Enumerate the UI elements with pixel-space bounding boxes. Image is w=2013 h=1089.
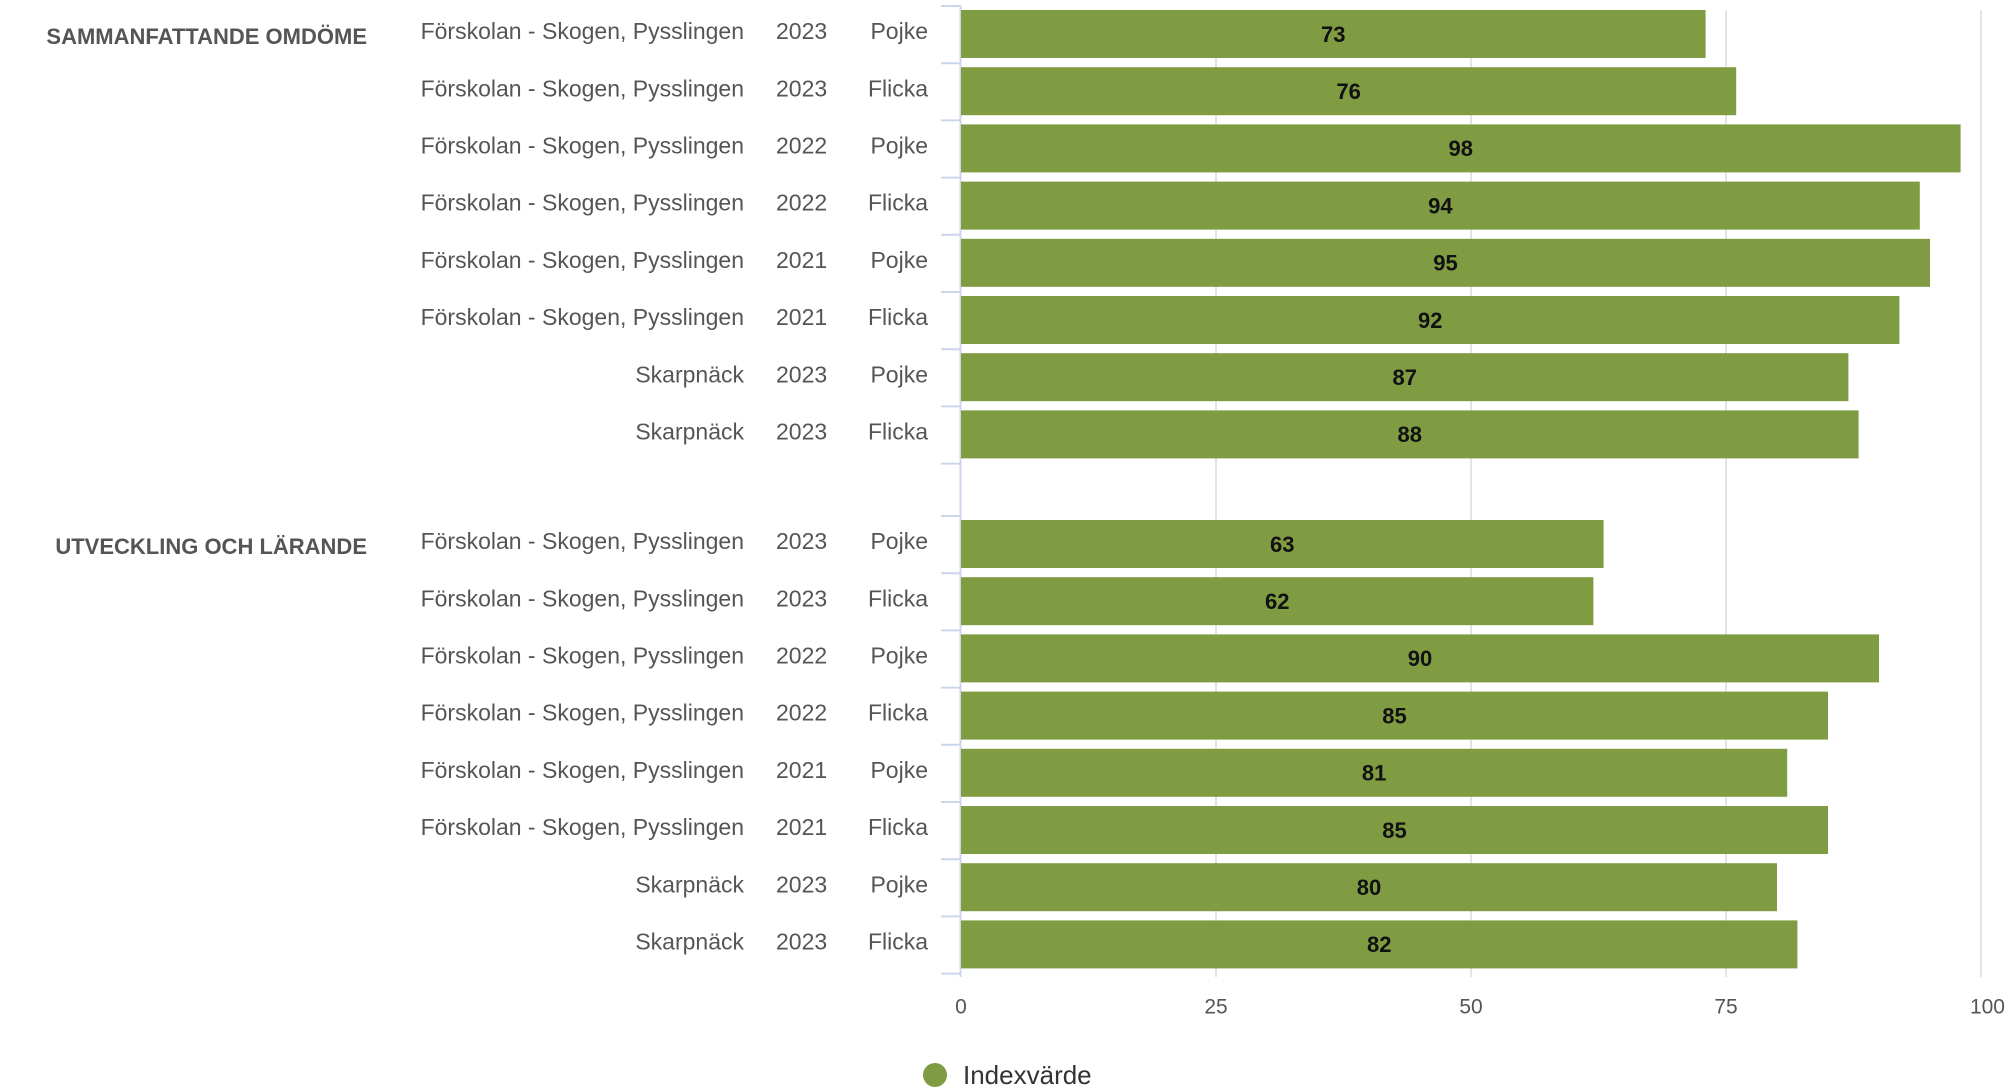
- bar: [961, 10, 1706, 58]
- category-label-year: 2023: [776, 75, 827, 101]
- data-label: 85: [1382, 703, 1406, 728]
- category-label-year: 2022: [776, 132, 827, 158]
- data-label: 94: [1428, 193, 1453, 218]
- bar: [961, 181, 1920, 230]
- data-label: 88: [1398, 422, 1422, 447]
- x-tick-label: 100: [1970, 996, 2005, 1019]
- category-label-gender: Pojke: [870, 247, 928, 273]
- bar: [961, 920, 1798, 969]
- category-label-unit: Förskolan - Skogen, Pysslingen: [421, 132, 744, 158]
- category-label-gender: Flicka: [868, 75, 928, 101]
- category-label-unit: Förskolan - Skogen, Pysslingen: [421, 528, 744, 554]
- x-tick-label: 25: [1204, 996, 1227, 1019]
- bar: [961, 296, 1900, 344]
- data-label: 73: [1321, 22, 1345, 47]
- data-label: 82: [1367, 932, 1391, 957]
- category-label-year: 2022: [776, 700, 827, 726]
- category-label-year: 2021: [776, 304, 827, 330]
- category-label-year: 2021: [776, 247, 827, 273]
- category-label-unit: Förskolan - Skogen, Pysslingen: [421, 304, 744, 330]
- data-label: 87: [1392, 365, 1416, 390]
- category-label-unit: Förskolan - Skogen, Pysslingen: [421, 190, 744, 216]
- bar: [961, 748, 1788, 797]
- x-tick-label: 50: [1459, 996, 1482, 1019]
- category-label-unit: Förskolan - Skogen, Pysslingen: [421, 814, 744, 840]
- category-label-gender: Pojke: [870, 757, 928, 783]
- bar: [961, 238, 1930, 287]
- category-label-gender: Pojke: [870, 528, 928, 554]
- category-label-unit: Förskolan - Skogen, Pysslingen: [421, 700, 744, 726]
- category-label-unit: Skarpnäck: [635, 361, 744, 387]
- category-label-unit: Skarpnäck: [635, 418, 744, 444]
- data-label: 63: [1270, 532, 1294, 557]
- category-label-year: 2021: [776, 814, 827, 840]
- legend-label: Indexvärde: [963, 1060, 1092, 1089]
- category-label-gender: Flicka: [868, 928, 928, 954]
- data-label: 92: [1418, 308, 1442, 333]
- category-label-gender: Flicka: [868, 585, 928, 611]
- category-label-unit: Förskolan - Skogen, Pysslingen: [421, 757, 744, 783]
- category-label-year: 2023: [776, 871, 827, 897]
- category-label-year: 2023: [776, 528, 827, 554]
- data-label: 95: [1433, 251, 1457, 276]
- category-label-gender: Flicka: [868, 700, 928, 726]
- data-label: 80: [1357, 875, 1381, 900]
- legend-marker[interactable]: [923, 1063, 947, 1087]
- category-label-gender: Pojke: [870, 361, 928, 387]
- category-label-gender: Pojke: [870, 132, 928, 158]
- data-label: 85: [1382, 818, 1406, 843]
- bar: [961, 520, 1604, 568]
- category-label-unit: Skarpnäck: [635, 928, 744, 954]
- bar: [961, 124, 1961, 173]
- category-label-year: 2023: [776, 18, 827, 44]
- category-label-year: 2021: [776, 757, 827, 783]
- data-label: 76: [1336, 79, 1360, 104]
- category-label-year: 2023: [776, 585, 827, 611]
- category-label-unit: Förskolan - Skogen, Pysslingen: [421, 642, 744, 668]
- category-label-year: 2023: [776, 418, 827, 444]
- bar: [961, 577, 1594, 626]
- data-label: 62: [1265, 589, 1289, 614]
- category-label-year: 2023: [776, 361, 827, 387]
- bar: [961, 410, 1859, 459]
- bar: [961, 863, 1777, 912]
- category-label-gender: Flicka: [868, 190, 928, 216]
- data-label: 81: [1362, 761, 1386, 786]
- data-label: 98: [1449, 136, 1473, 161]
- x-tick-label: 0: [955, 996, 967, 1019]
- category-label-year: 2023: [776, 928, 827, 954]
- bar: [961, 691, 1828, 740]
- category-label-year: 2022: [776, 642, 827, 668]
- category-label-gender: Flicka: [868, 418, 928, 444]
- x-tick-label: 75: [1714, 996, 1737, 1019]
- category-label-gender: Pojke: [870, 18, 928, 44]
- bar: [961, 806, 1828, 854]
- category-label-unit: Förskolan - Skogen, Pysslingen: [421, 585, 744, 611]
- data-label: 90: [1408, 646, 1432, 671]
- category-label-gender: Pojke: [870, 642, 928, 668]
- group-label: SAMMANFATTANDE OMDÖME: [46, 24, 367, 49]
- category-label-gender: Flicka: [868, 304, 928, 330]
- category-label-year: 2022: [776, 190, 827, 216]
- bar: [961, 353, 1849, 402]
- category-label-gender: Pojke: [870, 871, 928, 897]
- group-label: UTVECKLING OCH LÄRANDE: [55, 534, 367, 559]
- category-label-unit: Förskolan - Skogen, Pysslingen: [421, 18, 744, 44]
- bar: [961, 634, 1879, 683]
- category-label-unit: Skarpnäck: [635, 871, 744, 897]
- category-label-unit: Förskolan - Skogen, Pysslingen: [421, 75, 744, 101]
- bar: [961, 67, 1737, 116]
- category-label-gender: Flicka: [868, 814, 928, 840]
- category-label-unit: Förskolan - Skogen, Pysslingen: [421, 247, 744, 273]
